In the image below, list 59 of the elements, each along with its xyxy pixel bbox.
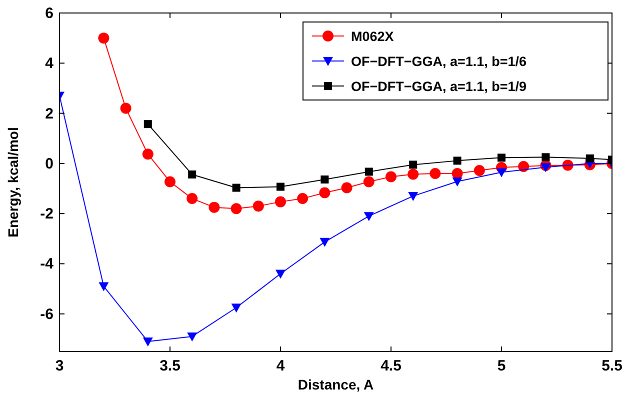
- x-tick-label: 4: [276, 358, 286, 374]
- y-tick-label: -6: [40, 306, 54, 323]
- point: [230, 203, 242, 214]
- point: [208, 202, 220, 213]
- point: [586, 154, 594, 162]
- point: [452, 178, 462, 186]
- point: [144, 120, 152, 128]
- point: [164, 176, 176, 188]
- point: [364, 168, 373, 176]
- point: [430, 168, 441, 179]
- point: [498, 154, 506, 162]
- point: [142, 337, 153, 346]
- point: [386, 171, 396, 182]
- legend-label: OF−DFT−GGA, a=1.1, b=1/6: [351, 54, 528, 69]
- point: [98, 32, 110, 44]
- y-tick-label: 0: [45, 155, 54, 172]
- point: [187, 332, 198, 342]
- y-tick-label: 4: [45, 55, 54, 72]
- point: [297, 193, 308, 204]
- y-tick-label: 2: [45, 105, 54, 122]
- point: [275, 196, 286, 208]
- point: [320, 238, 330, 247]
- x-tick-label: 4.5: [380, 358, 402, 374]
- x-axis-title: Distance, A: [298, 376, 374, 392]
- point: [232, 184, 240, 192]
- x-tick-label: 3.5: [160, 358, 180, 374]
- point: [276, 182, 284, 191]
- point: [319, 187, 330, 198]
- y-tick-label: -4: [40, 256, 54, 273]
- legend-label: M062X: [351, 29, 394, 44]
- point: [252, 200, 264, 212]
- point: [276, 270, 286, 279]
- point: [474, 164, 485, 176]
- point: [188, 170, 196, 178]
- x-tick-label: 5: [497, 358, 506, 374]
- y-axis-title: Energy, kcal/mol: [5, 127, 21, 238]
- y-tick-label: -2: [40, 206, 54, 223]
- point: [186, 193, 198, 204]
- point: [98, 282, 109, 292]
- point: [408, 192, 418, 202]
- point: [542, 153, 550, 162]
- point: [408, 168, 419, 180]
- point: [496, 168, 506, 178]
- point: [231, 304, 242, 313]
- x-tick-label: 3: [55, 358, 64, 374]
- point: [540, 163, 551, 172]
- point: [409, 160, 418, 169]
- y-tick-label: 6: [45, 5, 54, 22]
- point: [453, 156, 462, 165]
- point: [120, 102, 132, 114]
- point: [320, 175, 329, 184]
- point: [341, 182, 352, 194]
- point: [452, 168, 463, 179]
- x-tick-label: 5.5: [602, 358, 622, 374]
- point: [518, 160, 530, 172]
- legend-label: OF−DFT−GGA, a=1.1, b=1/9: [351, 79, 527, 94]
- point: [363, 176, 374, 188]
- point: [142, 148, 154, 160]
- point: [364, 212, 374, 222]
